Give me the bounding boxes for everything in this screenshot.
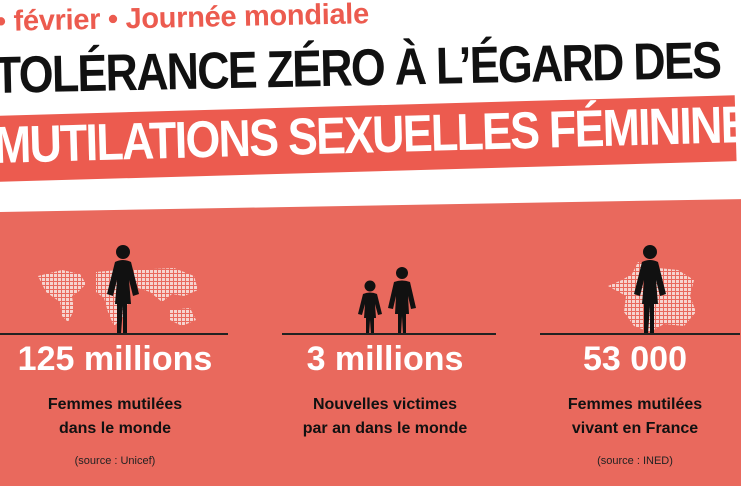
title-line-1: TOLÉRANCE ZÉRO À L’ÉGARD DES: [0, 31, 721, 105]
event-date-heading: • février • Journée mondiale: [0, 0, 370, 38]
woman-icon: [388, 267, 416, 335]
stat-description-line-2: par an dans le monde: [302, 420, 468, 437]
woman-icon: [107, 245, 139, 334]
stat-description-line-1: Femmes mutilées: [47, 396, 183, 413]
stat-source: (source : Unicef): [74, 455, 156, 467]
stat-description-line-2: vivant en France: [571, 420, 699, 437]
ground-line: [540, 333, 740, 335]
stat-value: 53 000: [583, 340, 687, 378]
stat-new-victims: 3 millions Nouvelles victimes par an dan…: [270, 232, 500, 486]
stat-value: 3 millions: [306, 340, 464, 378]
stat-description: Femmes mutilées dans le monde: [0, 393, 230, 441]
stat-worldwide: 125 millions Femmes mutilées dans le mon…: [0, 232, 230, 486]
stat-value: 125 millions: [17, 340, 213, 378]
woman-icon: [634, 245, 666, 334]
ground-line: [282, 333, 496, 335]
stat-description: Femmes mutilées vivant en France: [520, 393, 741, 441]
stat-source: (source : INED): [597, 455, 673, 467]
stat-description: Nouvelles victimes par an dans le monde: [270, 393, 500, 441]
ground-line: [0, 333, 228, 335]
stat-description-line-1: Nouvelles victimes: [312, 396, 458, 413]
stat-description-line-2: dans le monde: [58, 420, 172, 437]
stats-panel: [0, 214, 741, 486]
stat-description-line-1: Femmes mutilées: [567, 396, 703, 413]
stat-france: 53 000 Femmes mutilées vivant en France …: [520, 232, 741, 486]
girl-icon: [358, 280, 382, 335]
